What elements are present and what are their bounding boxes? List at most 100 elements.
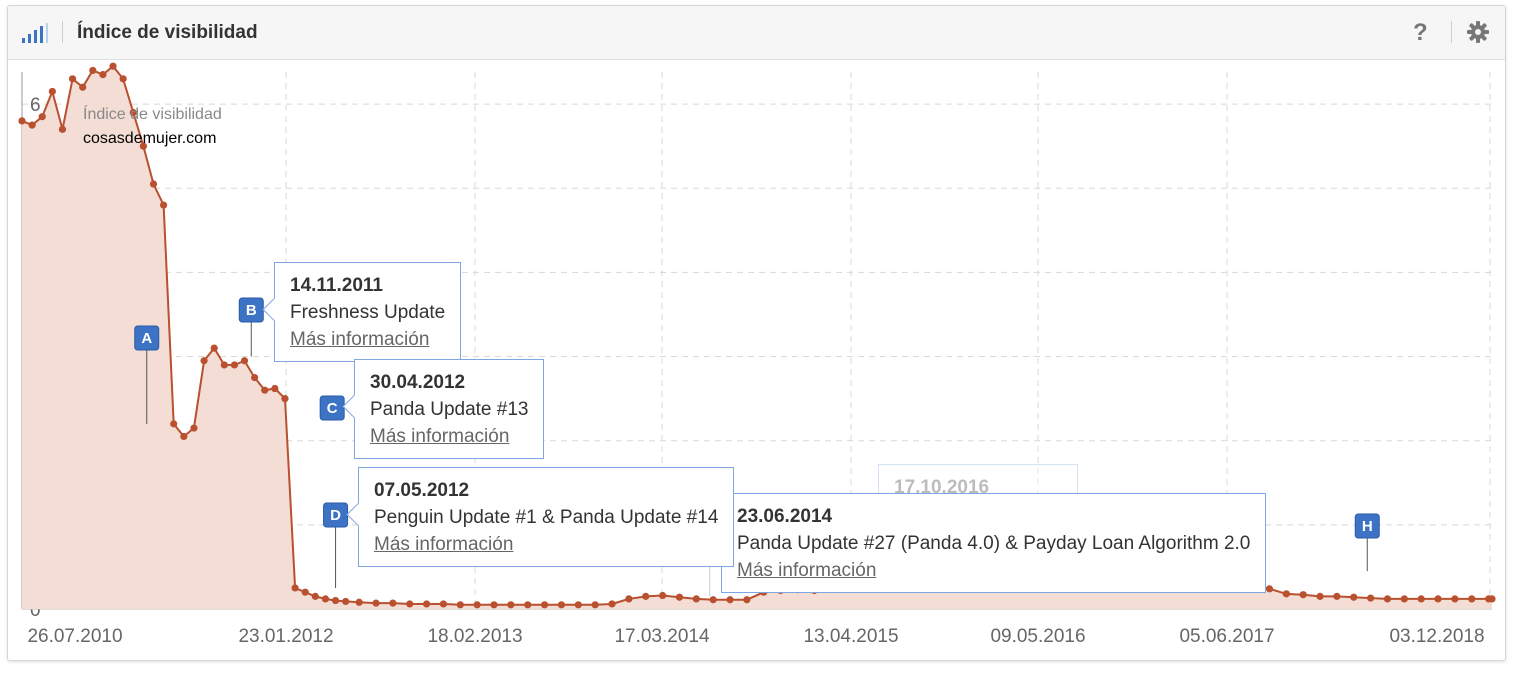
signal-bars-icon (22, 23, 48, 43)
data-point (342, 597, 350, 606)
data-point (89, 66, 97, 75)
data-point (642, 592, 650, 600)
event-marker-h (1354, 513, 1380, 539)
data-point (456, 601, 464, 609)
data-point (557, 601, 566, 609)
data-point (38, 113, 46, 121)
data-point (574, 601, 582, 609)
data-point (389, 599, 397, 607)
data-point (709, 596, 717, 604)
y-tick-label: 6 (30, 95, 41, 116)
series-area (22, 66, 1492, 609)
data-point (48, 87, 56, 96)
data-point (281, 395, 289, 403)
data-point (658, 591, 667, 600)
data-point (372, 599, 380, 607)
tooltip-update-name: Panda Update #27 (Panda 4.0) & Payday Lo… (737, 533, 1251, 554)
data-point (422, 600, 431, 608)
tooltip-update-name: Panda Update #13 (370, 399, 529, 420)
legend-domain: cosasdemujer.com (83, 130, 217, 147)
data-point (311, 592, 319, 600)
data-point (58, 125, 67, 133)
data-point (726, 596, 734, 604)
help-button[interactable]: ? (1413, 19, 1428, 46)
data-point (271, 384, 279, 393)
data-point (180, 432, 188, 441)
x-tick-label: 18.02.2013 (427, 626, 522, 647)
data-point (149, 180, 158, 188)
data-point (355, 598, 363, 606)
data-point (170, 420, 178, 428)
event-marker-label: C (327, 400, 338, 417)
event-tooltip-c: 30.04.2012 Panda Update #13 Más informació… (342, 359, 545, 459)
data-point (210, 344, 218, 352)
event-tooltip-d: 07.05.2012 Penguin Update #1 & Panda Upda… (346, 467, 735, 567)
x-tick-label: 23.01.2012 (238, 626, 333, 647)
data-point (1265, 585, 1274, 593)
data-point (251, 373, 259, 382)
widget-title: Índice de visibilidad (77, 22, 258, 43)
data-point (675, 593, 684, 601)
data-point (220, 361, 228, 369)
data-point (129, 108, 137, 117)
data-point (240, 357, 249, 365)
x-tick-label: 13.04.2015 (803, 626, 898, 647)
data-point (331, 596, 340, 605)
x-tick-label: 09.05.2016 (990, 626, 1085, 647)
data-point (79, 83, 87, 91)
data-point (1367, 594, 1375, 602)
data-point (473, 601, 481, 609)
tooltip-date: 07.05.2012 (374, 480, 470, 501)
event-tooltip-b: 14.11.2011 Freshness Update Más informació… (262, 262, 462, 362)
data-point (540, 601, 549, 609)
data-point (692, 595, 700, 603)
data-point (507, 601, 515, 609)
data-point (1468, 595, 1476, 603)
tooltip-date: 30.04.2012 (370, 372, 466, 393)
tooltip-date: 14.11.2011 (290, 275, 383, 296)
more-info-link[interactable]: Más información (737, 560, 877, 581)
event-marker-label: A (141, 330, 152, 347)
y-tick-label: 0 (30, 600, 41, 621)
data-point (28, 121, 36, 129)
data-point (406, 600, 414, 608)
data-point (261, 386, 269, 394)
x-tick-label: 17.03.2014 (614, 626, 710, 647)
data-point (625, 595, 633, 603)
data-point (1299, 591, 1307, 599)
data-point (591, 601, 599, 609)
data-point (301, 588, 309, 596)
data-point (230, 361, 239, 369)
event-marker-label: B (246, 302, 257, 319)
more-info-link[interactable]: Más información (374, 534, 514, 555)
data-point (109, 62, 117, 70)
data-point (1333, 592, 1341, 600)
data-point (1434, 595, 1442, 603)
data-point (490, 601, 498, 609)
more-info-link[interactable]: Más información (290, 329, 430, 350)
data-point (1451, 595, 1459, 603)
data-point (1350, 593, 1358, 601)
gear-icon[interactable] (1467, 21, 1489, 43)
event-marker-a (134, 325, 160, 351)
legend-metric: Índice de visibilidad (83, 106, 222, 123)
event-marker-label: D (330, 507, 341, 524)
data-point (1383, 595, 1392, 603)
data-point (200, 357, 208, 365)
data-point (291, 584, 299, 592)
data-point (160, 201, 168, 209)
data-point (99, 71, 107, 79)
event-marker-label: H (1362, 518, 1373, 535)
data-point (190, 424, 198, 432)
chart-legend: Índice de visibilidad cosasdemujer.com (83, 103, 222, 151)
more-info-link[interactable]: Más información (370, 426, 510, 447)
widget-header: Índice de visibilidad ? (8, 6, 1505, 60)
data-point (608, 600, 616, 608)
data-point (1316, 592, 1324, 600)
tooltip-update-name: Freshness Update (290, 302, 446, 323)
data-point (1417, 595, 1425, 603)
data-point (119, 75, 127, 83)
data-point (524, 601, 532, 609)
data-point (743, 596, 751, 604)
header-divider-right (1451, 21, 1452, 43)
